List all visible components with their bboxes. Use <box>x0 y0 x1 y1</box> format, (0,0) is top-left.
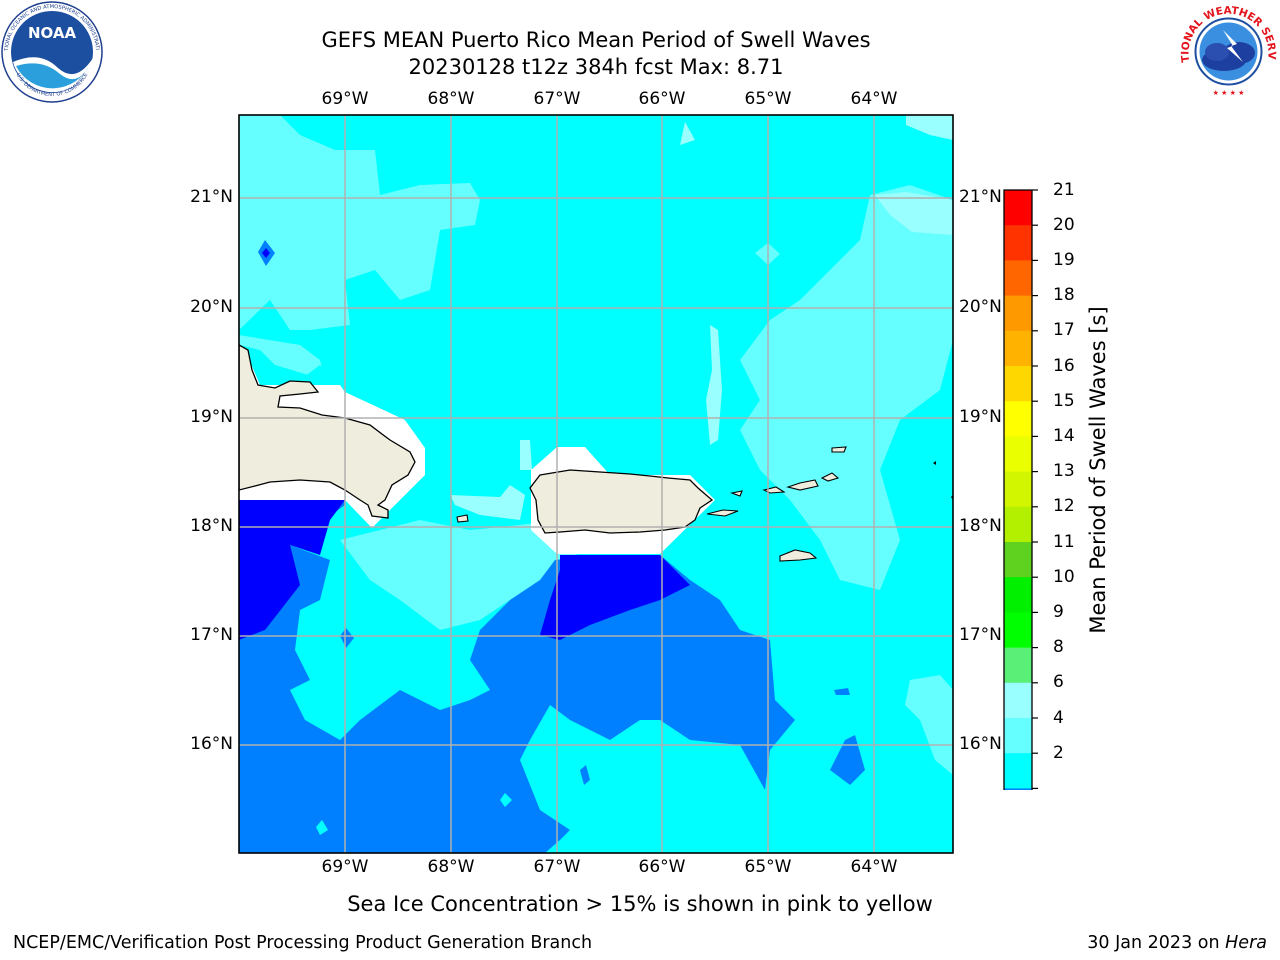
colorbar-label: 10 <box>1053 567 1075 587</box>
swell-zone-0-2 <box>239 500 345 640</box>
nws-logo: NATIONAL WEATHER SERVICE ★ ★ ★ ★ <box>1177 0 1278 101</box>
footer-machine: Hera <box>1225 933 1267 953</box>
swell-zone-0-2 <box>540 555 690 640</box>
lon-label-top: 67°W <box>533 89 581 109</box>
colorbar-label: 9 <box>1053 602 1064 622</box>
colorbar-label: 20 <box>1053 215 1075 235</box>
colorbar-segment <box>1004 682 1032 719</box>
footer-branch: NCEP/EMC/Verification Post Processing Pr… <box>13 933 593 953</box>
colorbar-segment <box>1004 225 1032 261</box>
colorbar-segment <box>1004 612 1032 649</box>
colorbar-label: 6 <box>1053 672 1064 692</box>
swell-zone-8-9 <box>875 192 953 235</box>
colorbar-label: 12 <box>1053 496 1075 516</box>
map-title: GEFS MEAN Puerto Rico Mean Period of Swe… <box>321 28 871 52</box>
swell-zone-8-9 <box>450 485 525 520</box>
lat-label-left: 16°N <box>190 734 233 754</box>
lon-label-bottom: 64°W <box>850 857 898 877</box>
map-frame <box>238 114 954 854</box>
colorbar-segment <box>1004 366 1032 402</box>
swell-zone-2-4 <box>239 530 795 853</box>
lon-label-top: 66°W <box>638 89 686 109</box>
lon-label-top: 65°W <box>744 89 792 109</box>
colorbar-segment <box>1004 260 1032 297</box>
colorbar-segment <box>1004 753 1032 789</box>
swell-zone-6-8 <box>340 520 580 630</box>
lon-label-bottom: 68°W <box>427 857 475 877</box>
colorbar-label: 8 <box>1053 637 1064 657</box>
colorbar-segment <box>1004 577 1032 613</box>
colorbar-segment <box>1004 471 1032 508</box>
sea-ice-note: Sea Ice Concentration > 15% is shown in … <box>347 892 933 916</box>
colorbar-segment <box>1004 506 1032 543</box>
colorbar-label: 14 <box>1053 426 1075 446</box>
lon-label-bottom: 67°W <box>533 857 581 877</box>
swell-zone-8-9 <box>906 115 953 140</box>
colorbar-label: 18 <box>1053 285 1075 305</box>
lon-label-bottom: 65°W <box>744 857 792 877</box>
lat-label-right: 20°N <box>959 297 1002 317</box>
lon-label-top: 69°W <box>321 89 369 109</box>
colorbar-label: 17 <box>1053 320 1075 340</box>
lon-label-bottom: 66°W <box>638 857 686 877</box>
colorbar-segment <box>1004 718 1032 754</box>
noaa-logo-text: NOAA <box>28 24 77 42</box>
lat-label-left: 21°N <box>190 187 233 207</box>
lat-label-right: 17°N <box>959 625 1002 645</box>
colorbar-label: 13 <box>1053 461 1075 481</box>
footer-date: 30 Jan 2023 on Hera <box>1087 933 1267 953</box>
map-grid <box>239 115 953 853</box>
colorbar-label: 2 <box>1053 743 1064 763</box>
map-subtitle: 20230128 t12z 384h fcst Max: 8.71 <box>408 55 784 79</box>
colorbar-label: 4 <box>1053 708 1064 728</box>
colorbar-label: 16 <box>1053 356 1075 376</box>
noaa-logo: NOAA NATIONAL OCEANIC AND ATMOSPHERIC AD… <box>0 0 103 103</box>
lon-label-bottom: 69°W <box>321 857 369 877</box>
colorbar-segment <box>1004 542 1032 578</box>
hispaniola-land <box>239 344 416 519</box>
colorbar-segment <box>1004 788 1032 790</box>
lat-label-right: 21°N <box>959 187 1002 207</box>
colorbar-scale <box>1003 189 1038 790</box>
lon-label-top: 64°W <box>850 89 898 109</box>
colorbar-label: 11 <box>1053 532 1075 552</box>
colorbar-title: Mean Period of Swell Waves [s] <box>1086 306 1110 634</box>
colorbar-label: 21 <box>1053 180 1075 200</box>
svg-text:★ ★ ★ ★: ★ ★ ★ ★ <box>1213 89 1245 97</box>
lat-label-left: 20°N <box>190 297 233 317</box>
colorbar-segment <box>1004 190 1032 226</box>
lat-label-right: 16°N <box>959 734 1002 754</box>
lat-label-right: 18°N <box>959 516 1002 536</box>
lat-label-left: 18°N <box>190 516 233 536</box>
colorbar-segment <box>1004 330 1032 367</box>
colorbar-segment <box>1004 295 1032 332</box>
colorbar-label: 19 <box>1053 250 1075 270</box>
lat-label-left: 19°N <box>190 407 233 427</box>
st-croix-land <box>779 549 818 562</box>
colorbar-label: 15 <box>1053 391 1075 411</box>
swell-zone-8-9 <box>706 325 722 445</box>
lat-label-left: 17°N <box>190 625 233 645</box>
lat-label-right: 19°N <box>959 407 1002 427</box>
colorbar-segment <box>1004 647 1032 684</box>
colorbar-segment <box>1004 436 1032 473</box>
lon-label-top: 68°W <box>427 89 475 109</box>
colorbar-segment <box>1004 401 1032 437</box>
swell-zone-6-8 <box>239 335 325 380</box>
